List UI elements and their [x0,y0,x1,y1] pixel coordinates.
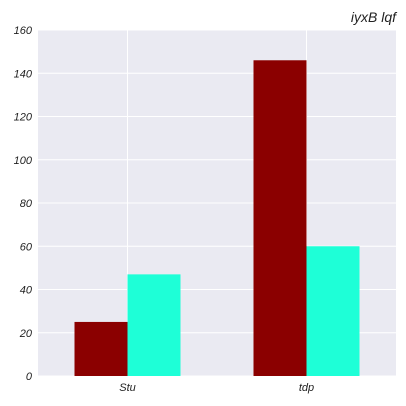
y-tick-label: 160 [14,25,33,37]
y-tick-label: 20 [19,328,33,340]
x-tick-labels: Stu tdp [119,382,314,394]
x-tick-label: Stu [119,382,136,394]
y-tick-label: 40 [20,285,33,297]
bar-Stu-series-2 [127,274,181,376]
y-tick-label: 0 [26,371,33,383]
bar-tdp-series-1 [253,60,307,377]
bars [74,60,360,377]
chart-title: iyxB lqf [351,9,398,25]
bar-Stu-series-1 [74,321,128,376]
y-tick-label: 120 [14,112,33,124]
y-tick-label: 100 [14,155,33,167]
x-tick-label: tdp [299,382,314,394]
bar-tdp-series-2 [306,246,360,376]
y-tick-label: 140 [14,68,33,80]
y-tick-label: 60 [20,241,33,253]
y-tick-label: 80 [20,198,33,210]
y-tick-labels: 0 20 40 60 80 100 120 140 160 [14,25,33,383]
